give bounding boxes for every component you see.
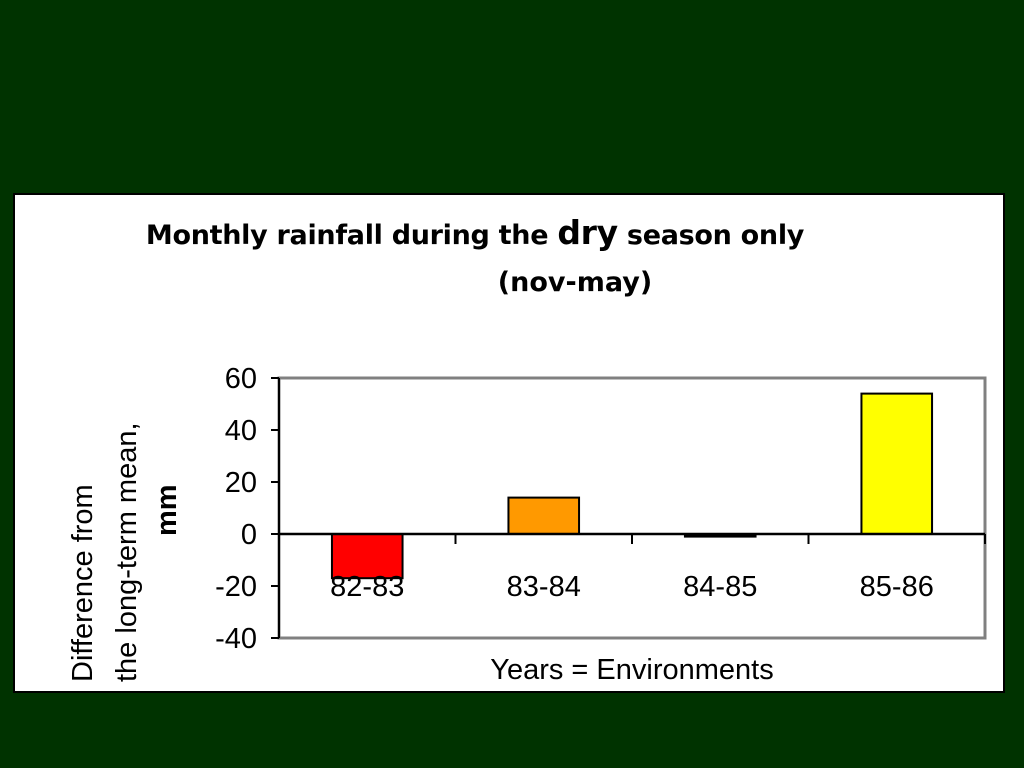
chart-title-part1: Monthly rainfall during the: [145, 220, 558, 251]
x-tick-label: 83-84: [507, 571, 581, 603]
bar-83-84: [507, 496, 581, 536]
y-tick-label: -40: [215, 623, 257, 655]
y-tick-label: 0: [241, 519, 257, 551]
x-tick-label: 82-83: [330, 571, 404, 603]
y-axis-label-line2: the long-term mean,: [111, 422, 143, 682]
chart-title-emphasis: dry: [557, 213, 618, 252]
chart-subtitle: (nov-may): [497, 267, 653, 298]
y-tick-label: -20: [215, 571, 257, 603]
x-axis-label: Years = Environments: [490, 654, 773, 686]
y-tick-label: 60: [225, 363, 257, 395]
chart-title-part2: season only: [617, 220, 805, 251]
y-axis-label-line3: mm: [151, 484, 183, 536]
x-tick-label: 84-85: [683, 571, 757, 603]
y-tick-label: 40: [225, 415, 257, 447]
bar-85-86: [860, 392, 934, 535]
chart-title: Monthly rainfall during the dry season o…: [15, 213, 935, 252]
x-tick-label: 85-86: [860, 571, 934, 603]
chart-panel: Monthly rainfall during the dry season o…: [13, 193, 1005, 693]
y-tick-label: 20: [225, 467, 257, 499]
y-axis-label-line1: Difference from: [67, 484, 99, 682]
bar-82-83: [330, 533, 404, 580]
